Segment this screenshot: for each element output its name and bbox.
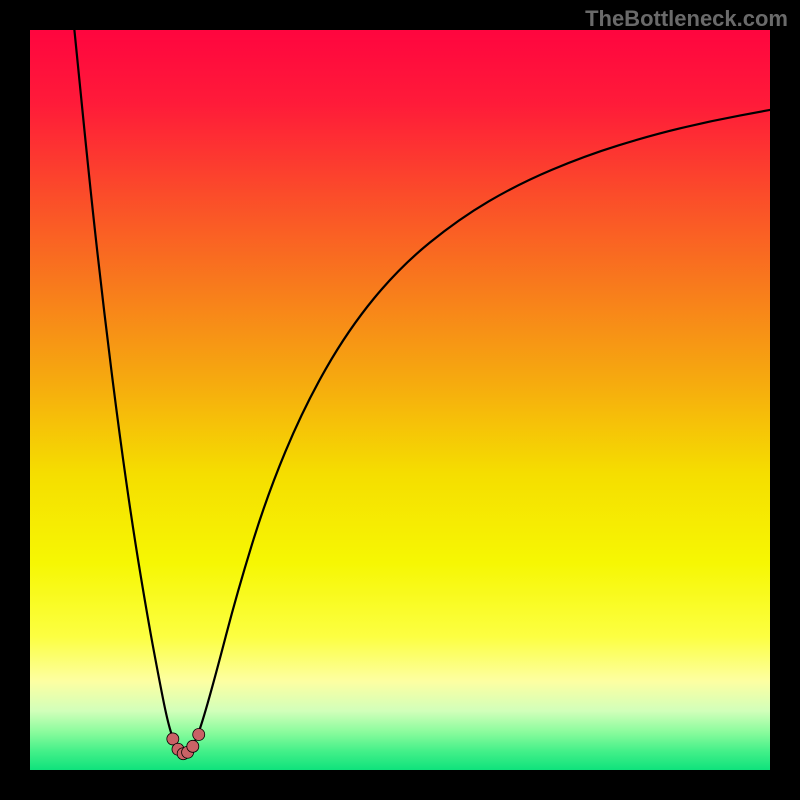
gradient-background <box>30 30 770 770</box>
watermark-text: TheBottleneck.com <box>585 6 788 32</box>
data-marker <box>187 740 199 752</box>
plot-area <box>30 30 770 770</box>
data-marker <box>193 728 205 740</box>
chart-svg <box>30 30 770 770</box>
chart-container: TheBottleneck.com <box>0 0 800 800</box>
